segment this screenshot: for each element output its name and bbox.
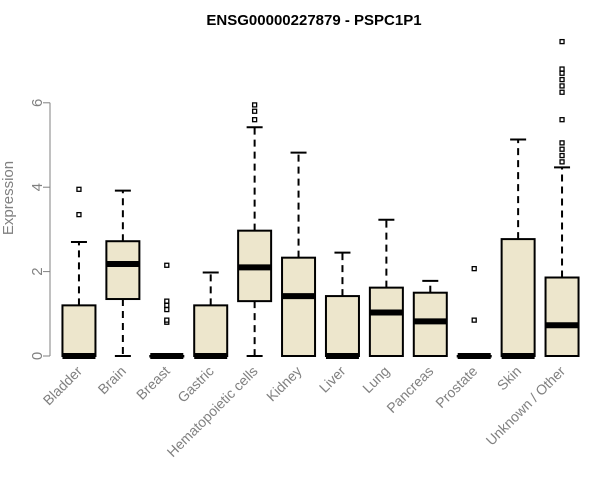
outlier-point xyxy=(164,302,170,309)
outlier-point xyxy=(164,317,170,323)
outlier-point xyxy=(559,89,565,95)
outlier-point xyxy=(559,70,565,76)
boxes-group xyxy=(61,38,580,359)
x-tick-label: Unknown / Other xyxy=(483,363,569,449)
outlier-point xyxy=(559,76,565,83)
outlier-point xyxy=(559,38,565,45)
y-axis: 0 2 4 6 xyxy=(29,99,51,360)
box-body xyxy=(500,238,536,357)
outlier-point xyxy=(471,265,477,272)
x-tick-label: Bladder xyxy=(40,363,86,409)
outlier-point xyxy=(164,298,170,304)
box-skin xyxy=(500,138,536,359)
outlier-point xyxy=(559,117,565,123)
outlier-point xyxy=(559,159,565,165)
x-tick-label: Pancreas xyxy=(383,363,436,416)
box-bladder xyxy=(61,186,97,359)
outlier-point xyxy=(76,211,82,218)
x-tick-label: Breast xyxy=(133,363,173,403)
box-hematopoietic-cells xyxy=(237,102,273,357)
x-tick-label: Gastric xyxy=(174,363,217,406)
box-prostate xyxy=(456,265,492,359)
x-tick-label: Kidney xyxy=(263,363,305,405)
box-gastric xyxy=(193,271,229,359)
y-tick-label: 0 xyxy=(29,352,46,360)
box-body xyxy=(368,286,404,357)
y-tick-label: 6 xyxy=(29,99,46,107)
box-body xyxy=(544,276,580,357)
chart-title: ENSG00000227879 - PSPC1P1 xyxy=(206,12,421,29)
box-lung xyxy=(368,218,404,357)
y-tick-label: 2 xyxy=(29,267,46,275)
box-brain xyxy=(105,189,141,357)
y-axis-label: Expression xyxy=(0,161,17,235)
box-kidney xyxy=(281,151,317,358)
box-body xyxy=(324,295,360,357)
outlier-point xyxy=(559,66,565,72)
outlier-point xyxy=(251,117,258,123)
box-pancreas xyxy=(412,279,448,358)
box-unknown-other xyxy=(544,38,580,357)
outlier-point xyxy=(559,146,565,152)
outlier-point xyxy=(559,152,565,159)
x-tick-label: Lung xyxy=(359,363,392,396)
outlier-point xyxy=(559,140,565,146)
box-body xyxy=(281,256,317,358)
box-body xyxy=(193,304,229,357)
outlier-point xyxy=(164,306,170,313)
outlier-point xyxy=(164,262,170,268)
x-tick-label: Liver xyxy=(316,363,349,396)
outlier-point xyxy=(251,102,258,108)
outlier-point xyxy=(76,186,82,192)
outlier-point xyxy=(251,108,258,114)
box-body xyxy=(61,304,97,357)
y-tick-label: 4 xyxy=(29,183,46,191)
box-breast xyxy=(149,262,185,359)
box-body xyxy=(105,240,141,301)
outlier-point xyxy=(471,317,477,323)
x-tick-label: Skin xyxy=(494,363,525,394)
box-liver xyxy=(324,251,360,359)
x-tick-label: Prostate xyxy=(432,363,480,411)
outlier-point xyxy=(559,83,565,89)
x-tick-label: Brain xyxy=(95,363,129,397)
